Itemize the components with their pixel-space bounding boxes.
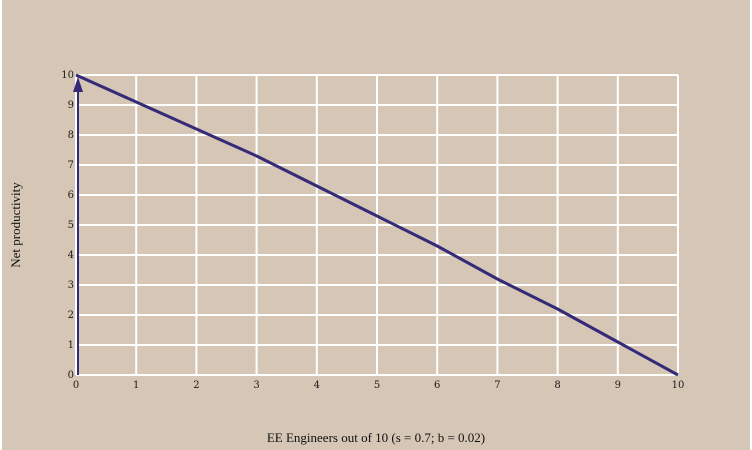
y-tick-label: 1 [68, 340, 74, 351]
x-tick-labels: 0 1 2 3 4 5 6 7 8 9 10 [73, 380, 685, 391]
y-tick-label: 5 [68, 220, 74, 231]
y-tick-label: 3 [68, 280, 74, 291]
x-tick-label: 2 [193, 380, 199, 391]
arrow-head [73, 77, 83, 92]
y-tick-label: 0 [68, 370, 74, 381]
x-tick-label: 1 [133, 380, 139, 391]
y-axis-title: Net productivity [8, 182, 23, 268]
x-tick-label: 3 [253, 380, 259, 391]
x-tick-label: 10 [672, 380, 685, 391]
x-tick-label: 4 [314, 380, 320, 391]
y-tick-labels: 0 1 2 3 4 5 6 7 8 9 10 [61, 70, 74, 381]
y-tick-label: 7 [68, 160, 74, 171]
y-tick-label: 10 [61, 70, 74, 81]
x-tick-label: 6 [434, 380, 440, 391]
y-tick-label: 9 [68, 100, 74, 111]
y-tick-label: 2 [68, 310, 74, 321]
y-tick-label: 4 [68, 250, 74, 261]
x-tick-label: 7 [494, 380, 500, 391]
x-tick-label: 0 [73, 380, 79, 391]
x-axis-title: EE Engineers out of 10 (s = 0.7; b = 0.0… [267, 430, 485, 445]
y-axis-arrow [73, 77, 83, 375]
series-line-path [75, 73, 679, 377]
x-tick-label: 5 [374, 380, 380, 391]
series-line [75, 73, 679, 377]
x-tick-label: 9 [615, 380, 621, 391]
grid [75, 74, 679, 376]
x-tick-label: 8 [554, 380, 560, 391]
y-tick-label: 6 [68, 190, 74, 201]
y-tick-label: 8 [68, 130, 74, 141]
